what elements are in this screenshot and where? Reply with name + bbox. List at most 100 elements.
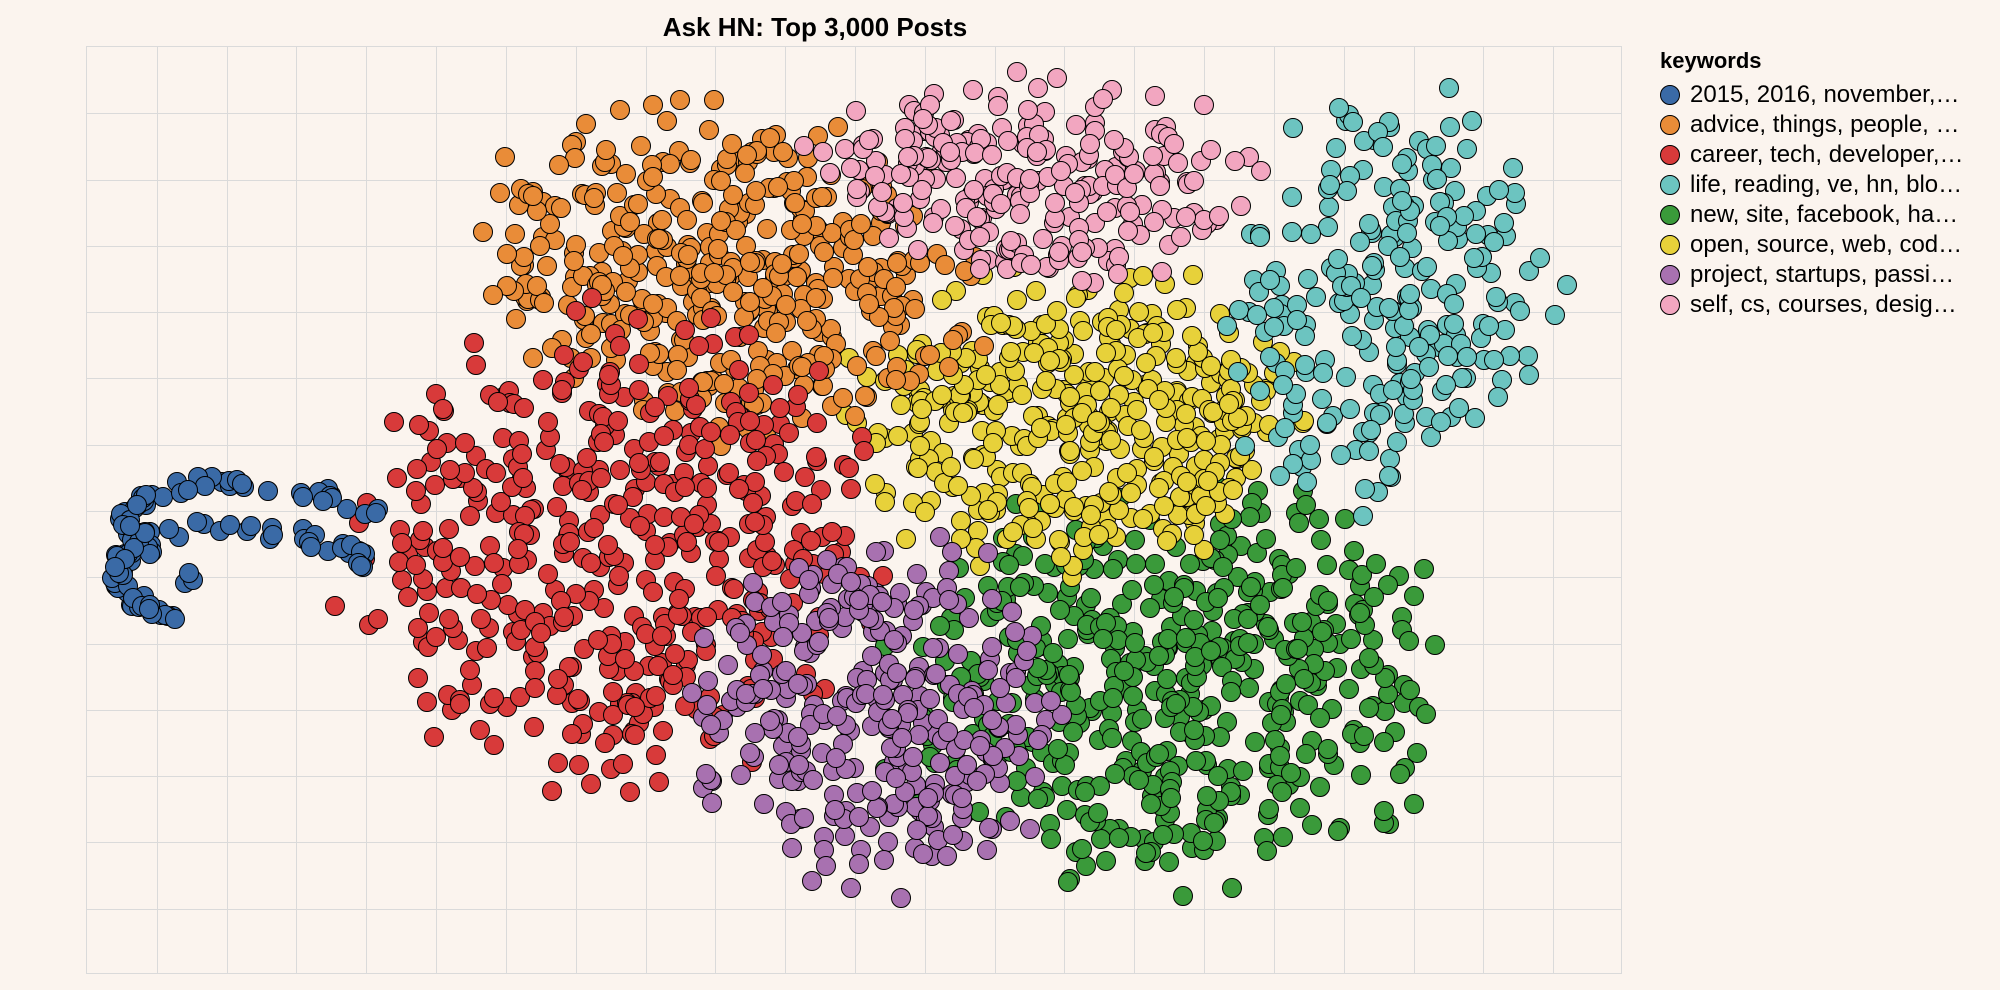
scatter-point (646, 745, 666, 765)
scatter-point (596, 140, 616, 160)
scatter-point (1167, 300, 1187, 320)
scatter-point (1049, 242, 1069, 262)
scatter-point (1198, 471, 1218, 491)
scatter-point (896, 529, 916, 549)
scatter-point (1362, 256, 1382, 276)
scatter-point (847, 356, 867, 376)
scatter-point (908, 458, 928, 478)
scatter-point (547, 497, 567, 517)
scatter-point (407, 459, 427, 479)
scatter-point (825, 800, 845, 820)
scatter-point (813, 142, 833, 162)
scatter-point (562, 724, 582, 744)
scatter-point (908, 240, 928, 260)
scatter-point (1171, 227, 1191, 247)
scatter-point (1414, 559, 1434, 579)
scatter-point (684, 514, 704, 534)
scatter-point (1404, 794, 1424, 814)
scatter-point (484, 735, 504, 755)
legend-row[interactable]: project, startups, passi… (1660, 260, 1980, 290)
scatter-point (788, 385, 808, 405)
scatter-point (792, 214, 812, 234)
scatter-point (325, 596, 345, 616)
legend-row[interactable]: self, cs, courses, desig… (1660, 290, 1980, 320)
scatter-point (1065, 183, 1085, 203)
scatter-point (895, 129, 915, 149)
scatter-point (1257, 841, 1277, 861)
scatter-point (1258, 617, 1278, 637)
scatter-point (1177, 472, 1197, 492)
legend-swatch (1660, 295, 1680, 315)
scatter-point (505, 224, 525, 244)
scatter-point (1058, 629, 1078, 649)
scatter-point (1264, 317, 1284, 337)
scatter-point (1129, 302, 1149, 322)
scatter-point (1124, 164, 1144, 184)
legend-swatch (1660, 145, 1680, 165)
scatter-point (1518, 346, 1538, 366)
scatter-point (1081, 588, 1101, 608)
scatter-point (1012, 385, 1032, 405)
scatter-point (1045, 193, 1065, 213)
scatter-point (794, 808, 814, 828)
scatter-point (631, 136, 651, 156)
scatter-point (1023, 518, 1043, 538)
scatter-point (467, 584, 487, 604)
scatter-point (1051, 547, 1071, 567)
scatter-point (1489, 180, 1509, 200)
scatter-point (1208, 766, 1228, 786)
scatter-point (1309, 509, 1329, 529)
scatter-point (849, 807, 869, 827)
chart-title: Ask HN: Top 3,000 Posts (0, 12, 1630, 43)
scatter-point (387, 468, 407, 488)
scatter-point (629, 380, 649, 400)
scatter-point (667, 360, 687, 380)
scatter-point (769, 755, 789, 775)
scatter-point (1439, 78, 1459, 98)
scatter-point (1072, 242, 1092, 262)
scatter-point (773, 627, 793, 647)
scatter-point (534, 293, 554, 313)
legend-row[interactable]: 2015, 2016, november,… (1660, 80, 1980, 110)
scatter-point (1121, 483, 1141, 503)
scatter-point (735, 163, 755, 183)
scatter-point (573, 352, 593, 372)
scatter-point (948, 644, 968, 664)
scatter-point (740, 743, 760, 763)
scatter-point (1400, 284, 1420, 304)
legend-swatch (1660, 205, 1680, 225)
scatter-point (1317, 413, 1337, 433)
scatter-point (708, 239, 728, 259)
scatter-point (1436, 375, 1456, 395)
scatter-point (484, 688, 504, 708)
legend-row[interactable]: open, source, web, cod… (1660, 230, 1980, 260)
scatter-point (983, 433, 1003, 453)
legend-row[interactable]: career, tech, developer,… (1660, 140, 1980, 170)
scatter-point (1409, 337, 1429, 357)
scatter-point (1318, 739, 1338, 759)
scatter-point (408, 668, 428, 688)
scatter-point (1208, 588, 1228, 608)
scatter-point (663, 665, 683, 685)
scatter-point (1379, 298, 1399, 318)
scatter-point (649, 772, 669, 792)
scatter-point (988, 96, 1008, 116)
legend-row[interactable]: life, reading, ve, hn, blo… (1660, 170, 1980, 200)
scatter-point (1251, 161, 1271, 181)
legend-row[interactable]: new, site, facebook, ha… (1660, 200, 1980, 230)
scatter-point (366, 503, 386, 523)
legend-swatch (1660, 175, 1680, 195)
legend-row[interactable]: advice, things, people, … (1660, 110, 1980, 140)
scatter-point (1040, 494, 1060, 514)
scatter-point (679, 378, 699, 398)
scatter-point (1359, 648, 1379, 668)
scatter-point (737, 145, 757, 165)
scatter-point (1457, 139, 1477, 159)
scatter-point (408, 618, 428, 638)
scatter-point (473, 222, 493, 242)
scatter-point (699, 120, 719, 140)
scatter-point (1123, 686, 1143, 706)
scatter-point (1041, 691, 1061, 711)
scatter-point (1466, 224, 1486, 244)
scatter-point (620, 782, 640, 802)
